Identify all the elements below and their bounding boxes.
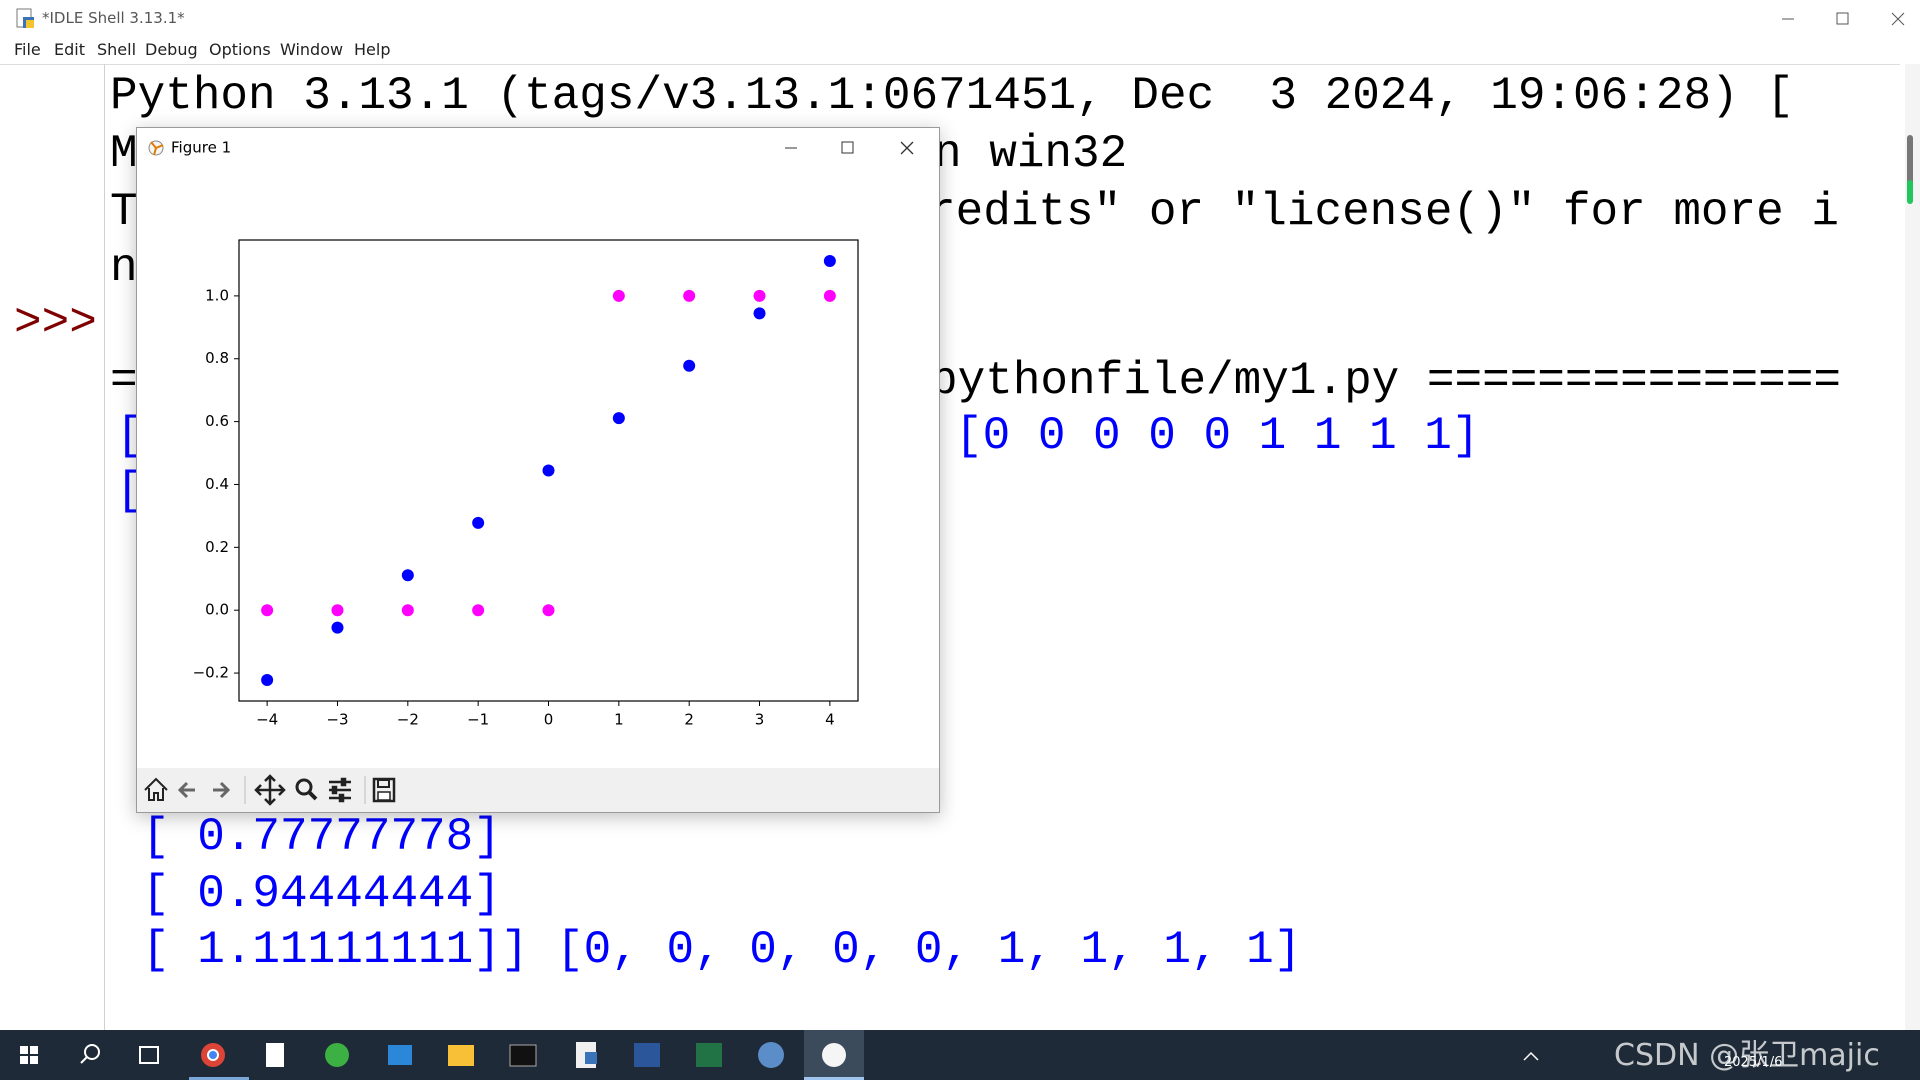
- y-tick-label: 0.6: [205, 412, 229, 430]
- prompt: >>>: [14, 297, 97, 349]
- window-title: *IDLE Shell 3.13.1*: [42, 9, 185, 27]
- app-outlook[interactable]: [388, 1045, 412, 1065]
- app-explorer[interactable]: [448, 1045, 474, 1066]
- x-tick-label: 4: [825, 711, 835, 729]
- menu-item[interactable]: Debug: [145, 40, 198, 59]
- taskbar: [0, 1030, 1920, 1080]
- y-tick-label: 0.4: [205, 475, 229, 493]
- menu-bar: File Edit Shell Debug Options Window Help: [0, 37, 1920, 64]
- output-line: n: [110, 242, 138, 294]
- save-button[interactable]: [372, 777, 396, 803]
- app-word[interactable]: [634, 1043, 660, 1067]
- output-line: [ 1.11111111]] [0, 0, 0, 0, 0, 1, 1, 1, …: [142, 924, 1302, 976]
- zoom-button[interactable]: [295, 778, 318, 801]
- pan-button[interactable]: [254, 774, 286, 806]
- scatter-point: [261, 674, 274, 687]
- search-button[interactable]: [80, 1044, 100, 1064]
- x-tick-label: −2: [397, 711, 419, 729]
- app-icon: [16, 8, 34, 28]
- app-notepad[interactable]: [266, 1043, 284, 1067]
- scatter-point: [753, 289, 766, 302]
- app-terminal[interactable]: [509, 1044, 537, 1067]
- menu-item[interactable]: Edit: [54, 40, 85, 59]
- figure-title: Figure 1: [171, 139, 231, 157]
- scatter-point: [612, 412, 625, 425]
- output-line: [ 0.77777778]: [142, 811, 501, 863]
- gutter-border: [104, 64, 105, 1030]
- app-ie[interactable]: [325, 1043, 349, 1067]
- scrollbar[interactable]: [1905, 64, 1920, 1030]
- figure-window: Figure 1 −4 −3 −2 −1 0 1 2 3 4 −0.2 0.0 0.2 0.4 0.6 0.…: [136, 127, 940, 813]
- scroll-thumb[interactable]: [1907, 135, 1913, 203]
- y-tick-label: 0.8: [205, 349, 229, 367]
- scatter-point: [472, 516, 485, 529]
- back-button[interactable]: [177, 781, 195, 799]
- tray-expand[interactable]: [1523, 1051, 1539, 1061]
- output-line: T: [110, 186, 138, 238]
- y-tick-label: 1.0: [205, 286, 229, 304]
- output-line: n win32: [934, 128, 1128, 180]
- maximize-button[interactable]: [841, 141, 854, 154]
- task-view[interactable]: [139, 1046, 159, 1064]
- running-indicator: [189, 1077, 249, 1080]
- home-button[interactable]: [144, 777, 168, 801]
- output-line: M: [110, 128, 138, 180]
- app-network[interactable]: [758, 1042, 784, 1068]
- y-tick-label: −0.2: [193, 664, 229, 682]
- close-button[interactable]: [900, 141, 914, 155]
- menu-item[interactable]: Options: [209, 40, 271, 59]
- output-line: [ 0.94444444]: [142, 868, 501, 920]
- title-bar: *IDLE Shell 3.13.1*: [0, 0, 1920, 37]
- output-line: redits" or "license()" for more i: [928, 186, 1839, 238]
- x-tick-label: 2: [684, 711, 694, 729]
- scatter-point: [683, 359, 696, 372]
- x-tick-label: −4: [256, 711, 278, 729]
- shell-text: Python 3.13.1 (tags/v3.13.1:0671451, Dec…: [0, 64, 1900, 1031]
- figure: Figure 1 −4 −3 −2 −1 0 1 2 3 4 −0.2 0.0 0.2 0.4 0.6 0.…: [137, 139, 939, 812]
- scatter-point: [683, 289, 696, 302]
- scatter-point: [823, 254, 836, 267]
- scatter-point: [542, 604, 555, 617]
- scatter-point: [542, 464, 555, 477]
- y-tick-label: 0.0: [205, 601, 229, 619]
- axes-frame: [238, 239, 859, 702]
- scroll-marker: [1907, 180, 1913, 204]
- scatter-point: [401, 569, 414, 582]
- watermark: CSDN @张卫majic: [1614, 1038, 1880, 1073]
- x-tick-label: −1: [467, 711, 489, 729]
- menu-item[interactable]: Window: [280, 40, 344, 59]
- app-excel[interactable]: [696, 1043, 722, 1067]
- x-tick-label: 0: [544, 711, 554, 729]
- scatter-point: [753, 307, 766, 320]
- start-button[interactable]: [20, 1046, 38, 1064]
- scatter-point: [401, 604, 414, 617]
- taskbar-icons: [20, 1030, 1539, 1080]
- x-tick-label: 1: [614, 711, 624, 729]
- scatter-point: [823, 289, 836, 302]
- scatter-point: [261, 604, 274, 617]
- menu-item[interactable]: Shell: [97, 40, 137, 59]
- output-line: =: [110, 355, 138, 407]
- forward-button[interactable]: [213, 781, 231, 799]
- figure-icon: [148, 140, 164, 156]
- output-line: pythonfile/my1.py ===============: [930, 355, 1841, 407]
- scatter-point: [331, 621, 344, 634]
- scatter-point: [472, 604, 485, 617]
- y-tick-label: 0.2: [205, 538, 229, 556]
- scatter-point: [612, 289, 625, 302]
- output-line: [0 0 0 0 0 1 1 1 1]: [955, 410, 1480, 462]
- x-tick-label: 3: [755, 711, 765, 729]
- app-figure[interactable]: [822, 1043, 846, 1067]
- clock-date: 2025/1/6: [1724, 1055, 1783, 1070]
- scatter-point: [331, 604, 344, 617]
- menu-item[interactable]: Help: [354, 40, 391, 59]
- menu-item[interactable]: File: [14, 40, 41, 59]
- output-line: Python 3.13.1 (tags/v3.13.1:0671451, Dec…: [110, 70, 1794, 122]
- x-tick-label: −3: [326, 711, 348, 729]
- configure-button[interactable]: [329, 777, 351, 803]
- running-indicator: [804, 1077, 864, 1080]
- window-controls[interactable]: [1770, 0, 1920, 37]
